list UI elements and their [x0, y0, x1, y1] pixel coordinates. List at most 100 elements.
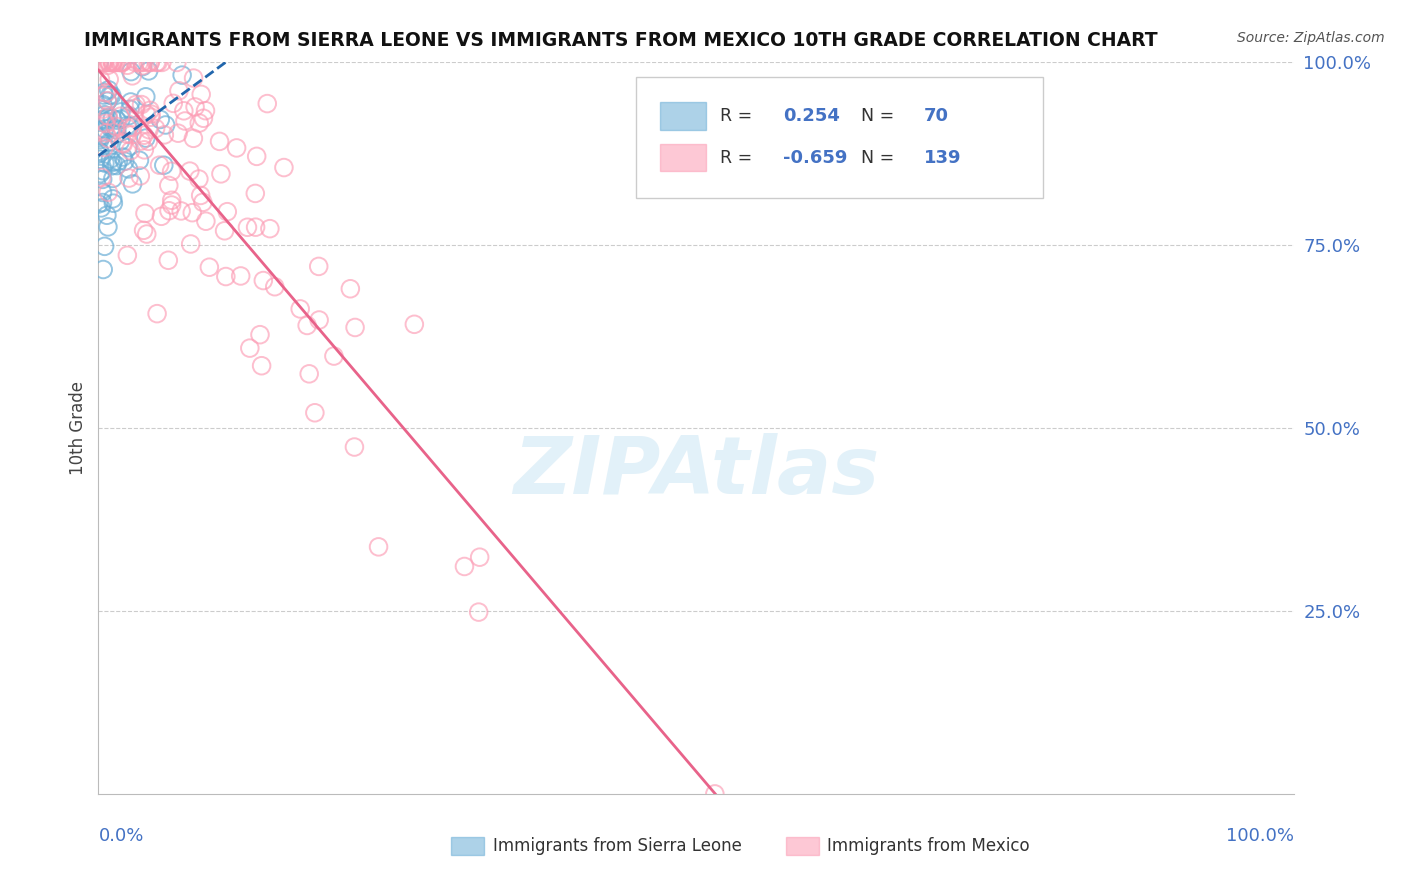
Point [118, 102, 141, 116]
Point [89, 167, 111, 181]
Point [107, 154, 129, 169]
Text: 100.0%: 100.0% [1226, 827, 1294, 845]
Point [295, 318, 318, 333]
Point [100, 88, 122, 103]
Point [103, 196, 125, 211]
Point [97, 109, 120, 123]
Text: 70: 70 [924, 107, 949, 125]
Point [96, 114, 118, 128]
Point [131, 55, 153, 70]
Point [135, 131, 157, 145]
Text: ZIPAtlas: ZIPAtlas [513, 433, 879, 511]
Point [108, 55, 131, 70]
Point [166, 55, 188, 70]
Point [125, 97, 148, 112]
Point [135, 107, 157, 121]
Point [111, 55, 134, 70]
Point [132, 59, 155, 73]
Point [110, 134, 132, 148]
FancyBboxPatch shape [451, 837, 485, 855]
Point [184, 100, 207, 114]
Point [190, 188, 212, 202]
Point [94, 126, 117, 140]
Point [94, 116, 117, 130]
Point [114, 154, 136, 169]
Point [104, 120, 127, 134]
Point [198, 260, 221, 275]
Text: Immigrants from Mexico: Immigrants from Mexico [827, 837, 1031, 855]
FancyBboxPatch shape [637, 77, 1043, 198]
Point [191, 195, 214, 210]
Point [343, 440, 366, 454]
Point [245, 186, 267, 201]
Point [121, 128, 143, 142]
Point [87, 123, 110, 137]
Point [703, 787, 725, 801]
Point [136, 134, 159, 148]
Point [118, 171, 141, 186]
Point [148, 158, 170, 172]
Point [135, 90, 157, 104]
Point [138, 63, 160, 78]
Point [101, 155, 124, 169]
Point [172, 68, 194, 82]
Point [120, 95, 142, 109]
Point [153, 128, 176, 142]
Point [93, 86, 115, 100]
Text: N =: N = [860, 107, 900, 125]
Point [91, 195, 114, 210]
Point [89, 153, 111, 167]
Point [139, 55, 162, 70]
Point [89, 55, 111, 70]
Point [194, 103, 217, 118]
Point [245, 220, 267, 235]
Point [91, 55, 114, 70]
Point [98, 55, 121, 70]
Point [93, 140, 115, 154]
Point [100, 159, 122, 173]
Point [344, 320, 367, 334]
Point [91, 262, 114, 277]
Point [131, 55, 153, 70]
Point [174, 114, 197, 128]
Point [181, 205, 204, 219]
Point [105, 113, 128, 128]
Point [146, 307, 169, 321]
Point [138, 122, 160, 136]
Point [96, 94, 118, 108]
Point [105, 159, 128, 173]
Point [129, 134, 152, 148]
Point [259, 221, 281, 235]
Point [187, 172, 209, 186]
Point [236, 220, 259, 235]
Text: N =: N = [860, 149, 900, 167]
Point [149, 112, 172, 127]
Point [167, 126, 190, 140]
FancyBboxPatch shape [661, 102, 706, 129]
Point [101, 55, 124, 70]
Point [101, 171, 124, 186]
Point [467, 605, 489, 619]
Point [146, 55, 169, 70]
Point [141, 107, 163, 121]
Point [136, 55, 159, 70]
Point [120, 144, 142, 158]
Point [367, 540, 389, 554]
Point [111, 136, 134, 150]
Point [91, 172, 114, 186]
Point [214, 224, 236, 238]
Point [273, 161, 295, 175]
Point [97, 83, 120, 97]
Point [89, 144, 111, 158]
Point [208, 135, 231, 149]
Point [91, 55, 114, 70]
Point [160, 164, 183, 178]
Point [97, 111, 120, 125]
Point [98, 88, 121, 103]
Point [90, 129, 112, 144]
Point [111, 55, 134, 70]
Point [89, 72, 111, 87]
Point [96, 86, 118, 100]
Point [97, 219, 120, 234]
Point [91, 186, 114, 200]
